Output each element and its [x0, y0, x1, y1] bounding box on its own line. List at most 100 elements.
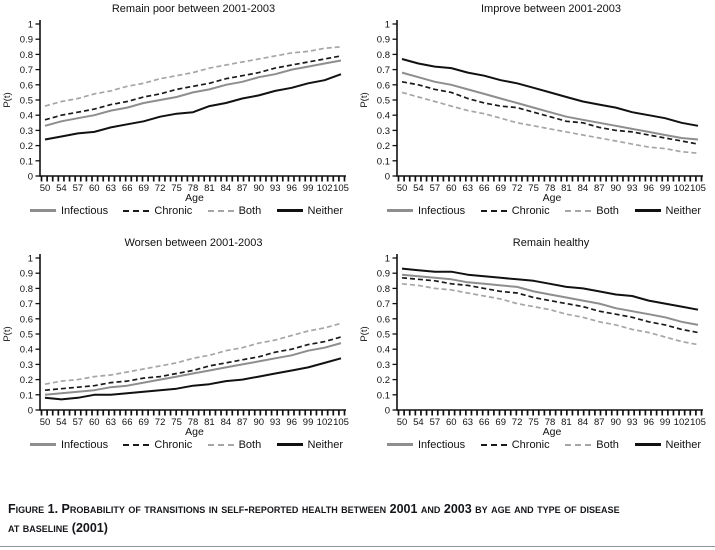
x-tick-label: 54 — [413, 417, 424, 428]
x-tick-label: 72 — [155, 183, 166, 194]
y-tick-label: 0.2 — [20, 375, 33, 386]
legend-label: Both — [238, 438, 262, 451]
x-tick-label: 69 — [495, 417, 506, 428]
x-tick-label: 63 — [106, 183, 117, 194]
x-tick-label: 96 — [643, 183, 654, 194]
x-tick-label: 66 — [479, 183, 490, 194]
legend-swatch-both — [565, 209, 592, 212]
x-tick-label: 84 — [578, 417, 589, 428]
x-tick-label: 63 — [463, 183, 474, 194]
legend-item-infectious: Infectious — [30, 439, 108, 451]
axes: 1 0.9 0.8 0.7 0.6 0.5 0.4 0.3 0.2 0.1 0 50 54 57 60 63 6… — [2, 20, 349, 195]
series-line-chronic — [401, 80, 699, 145]
legend-label: Chronic — [511, 204, 550, 217]
x-tick-label: 57 — [430, 183, 441, 194]
x-axis-title: Age — [542, 192, 562, 204]
series-line-neither — [401, 58, 699, 127]
y-tick-label: 0.5 — [377, 96, 390, 107]
legend-label: Chronic — [511, 438, 550, 451]
x-tick-label: 69 — [495, 183, 506, 194]
chart-plot: 1 0.9 0.8 0.7 0.6 0.5 0.4 0.3 0.2 0.1 0 50 54 57 60 63 6… — [359, 20, 706, 195]
x-tick-label: 81 — [561, 417, 572, 428]
y-tick-label: 1 — [28, 254, 33, 265]
y-tick-label: 0.9 — [377, 35, 390, 46]
x-tick-label: 102 — [674, 417, 690, 428]
x-tick-label: 78 — [545, 183, 556, 194]
x-tick-label: 54 — [56, 183, 67, 194]
x-tick-label: 75 — [171, 417, 182, 428]
x-tick-label: 60 — [446, 417, 457, 428]
series-line-infectious — [401, 71, 699, 141]
y-tick-label: 0.9 — [20, 269, 33, 280]
x-tick-label: 90 — [611, 183, 622, 194]
x-tick-label: 60 — [446, 183, 457, 194]
series-line-infectious — [401, 273, 699, 326]
x-tick-label: 105 — [333, 183, 349, 194]
series-line-both — [44, 45, 342, 107]
series-line-infectious — [44, 342, 342, 396]
x-tick-label: 87 — [237, 183, 248, 194]
x-tick-label: 78 — [188, 417, 199, 428]
x-axis-title: Age — [185, 426, 204, 438]
x-tick-label: 75 — [528, 183, 539, 194]
series-line-infectious — [44, 59, 342, 127]
legend-swatch-chronic — [480, 209, 507, 212]
y-tick-label: 0.1 — [377, 390, 390, 401]
chart-plot: 1 0.9 0.8 0.7 0.6 0.5 0.4 0.3 0.2 0.1 0 50 54 57 60 63 6… — [2, 20, 349, 195]
legend-label: Chronic — [154, 438, 193, 451]
x-tick-label: 105 — [690, 183, 706, 194]
legend-swatch-chronic — [480, 443, 507, 446]
chart-plot: 1 0.9 0.8 0.7 0.6 0.5 0.4 0.3 0.2 0.1 0 50 54 57 60 63 6… — [2, 254, 349, 429]
x-tick-label: 90 — [611, 417, 622, 428]
x-tick-label: 75 — [528, 417, 539, 428]
x-tick-label: 90 — [254, 417, 265, 428]
y-tick-label: 1 — [28, 20, 33, 31]
chart-panel: Worsen between 2001-2003 1 0.9 0.8 0.7 0.6 0.… — [0, 236, 357, 452]
y-tick-label: 0.6 — [20, 80, 33, 91]
series-line-chronic — [44, 336, 342, 392]
x-tick-label: 75 — [171, 183, 182, 194]
chart-legend: Infectious Chronic Both Neither — [0, 437, 357, 452]
x-tick-label: 99 — [660, 183, 671, 194]
legend-label: Infectious — [61, 438, 109, 451]
chart-legend: Infectious Chronic Both Neither — [357, 437, 715, 452]
y-tick-label: 0.9 — [20, 35, 33, 46]
x-tick-label: 99 — [660, 417, 671, 428]
legend-label: Chronic — [154, 204, 193, 217]
x-tick-label: 54 — [413, 183, 424, 194]
y-tick-label: 0.3 — [20, 126, 33, 137]
y-tick-label: 0.2 — [377, 375, 390, 386]
y-tick-label: 0.7 — [377, 65, 390, 76]
y-tick-label: 0 — [385, 172, 390, 183]
x-tick-label: 90 — [254, 183, 265, 194]
legend-item-chronic: Chronic — [480, 438, 550, 451]
figure-caption-line2: at baseline (2001) — [8, 521, 108, 536]
y-tick-label: 0.1 — [377, 156, 390, 167]
x-tick-label: 81 — [204, 183, 215, 194]
x-tick-label: 93 — [270, 417, 281, 428]
legend-item-chronic: Chronic — [123, 439, 192, 451]
x-tick-label: 72 — [155, 417, 166, 428]
x-tick-label: 102 — [317, 183, 333, 194]
y-tick-label: 0.9 — [377, 269, 390, 280]
y-axis-title: P(t) — [2, 92, 13, 107]
figure-caption: Figure 1. Probability of transitions in … — [8, 500, 712, 539]
chart-panel: Improve between 2001-2003 1 0.9 0.8 0.7 0.6 0… — [357, 2, 715, 218]
legend-swatch-both — [207, 209, 234, 212]
y-tick-label: 0.3 — [20, 360, 33, 371]
y-tick-label: 0.4 — [20, 345, 33, 356]
legend-item-neither: Neither — [634, 439, 701, 451]
x-tick-label: 96 — [286, 183, 297, 194]
legend-swatch-infectious — [387, 443, 413, 446]
x-tick-label: 102 — [674, 183, 690, 194]
legend-label: Both — [596, 438, 619, 451]
y-tick-label: 0.1 — [20, 390, 33, 401]
x-tick-label: 50 — [40, 183, 51, 194]
x-tick-label: 99 — [303, 183, 314, 194]
axes: 1 0.9 0.8 0.7 0.6 0.5 0.4 0.3 0.2 0.1 0 50 54 57 60 63 6… — [359, 20, 706, 195]
legend-swatch-both — [565, 443, 592, 446]
y-tick-label: 0 — [385, 406, 390, 417]
y-tick-label: 0 — [28, 406, 33, 417]
legend-label: Infectious — [418, 438, 466, 451]
legend-swatch-chronic — [123, 209, 150, 212]
